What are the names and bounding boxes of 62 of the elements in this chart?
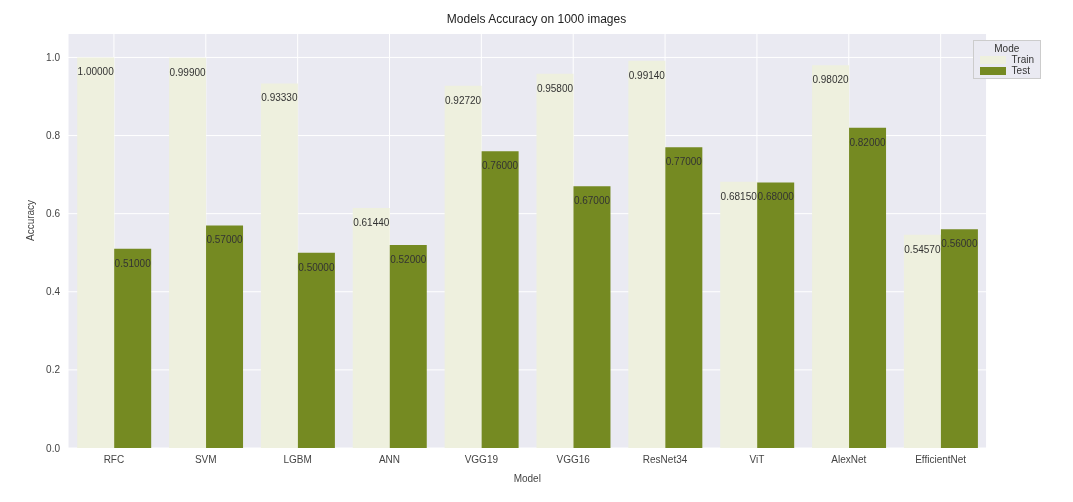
y-tick-label: 0.4 bbox=[46, 286, 61, 298]
x-tick-label: EfficientNet bbox=[915, 454, 967, 466]
data-label: 0.67000 bbox=[573, 195, 611, 207]
data-label: 0.99140 bbox=[628, 69, 666, 81]
bar bbox=[260, 83, 298, 448]
bar bbox=[757, 182, 795, 448]
data-label: 0.99900 bbox=[169, 66, 207, 78]
data-label: 0.82000 bbox=[849, 136, 887, 148]
y-tick-label: 0.6 bbox=[46, 208, 61, 220]
data-label: 0.57000 bbox=[206, 234, 244, 246]
bar bbox=[812, 65, 850, 448]
bar bbox=[114, 248, 152, 448]
legend-title: Mode bbox=[993, 43, 1021, 54]
bar bbox=[481, 151, 519, 448]
x-tick-label: ViT bbox=[749, 454, 765, 466]
bar bbox=[940, 229, 978, 448]
bar bbox=[536, 73, 574, 448]
x-tick-label: RFC bbox=[103, 454, 125, 466]
bar bbox=[444, 85, 482, 448]
y-tick-label: 0.8 bbox=[46, 130, 61, 142]
bar bbox=[352, 208, 390, 448]
bar bbox=[389, 244, 427, 448]
x-tick-label: LGBM bbox=[283, 454, 312, 466]
data-label: 0.98020 bbox=[812, 74, 850, 86]
y-axis-title: Accuracy bbox=[24, 199, 36, 241]
data-label: 0.54570 bbox=[904, 243, 941, 255]
bar bbox=[849, 127, 887, 448]
y-tick-label: 1.0 bbox=[46, 51, 61, 63]
data-label: 0.93330 bbox=[261, 92, 298, 104]
x-tick-label: ResNet34 bbox=[642, 454, 688, 466]
data-label: 0.61440 bbox=[353, 217, 390, 229]
data-label: 0.95800 bbox=[536, 82, 574, 94]
x-axis-title: Model bbox=[513, 473, 541, 484]
x-tick-label: VGG16 bbox=[556, 454, 591, 466]
data-label: 0.68000 bbox=[757, 191, 795, 203]
chart-title: Models Accuracy on 1000 images bbox=[445, 11, 628, 28]
x-tick-label: AlexNet bbox=[831, 454, 867, 466]
data-label: 0.56000 bbox=[941, 238, 978, 250]
bar bbox=[903, 234, 941, 448]
bar bbox=[573, 186, 611, 448]
legend-label: Test bbox=[1011, 65, 1030, 76]
x-tick-label: SVM bbox=[194, 454, 217, 466]
x-tick-label: VGG19 bbox=[464, 454, 499, 466]
data-label: 0.51000 bbox=[114, 257, 152, 269]
bar bbox=[169, 57, 207, 448]
data-label: 0.76000 bbox=[482, 160, 519, 172]
data-label: 0.92720 bbox=[445, 94, 482, 106]
legend-label: Train bbox=[1011, 54, 1034, 65]
data-label: 0.50000 bbox=[298, 261, 335, 273]
bar bbox=[665, 147, 703, 448]
data-label: 0.52000 bbox=[390, 253, 427, 265]
bar bbox=[297, 252, 335, 448]
bar bbox=[720, 181, 758, 448]
bar bbox=[206, 225, 244, 448]
y-tick-label: 0.2 bbox=[46, 364, 61, 376]
bar bbox=[77, 57, 115, 448]
data-label: 1.00000 bbox=[77, 66, 115, 78]
data-label: 0.77000 bbox=[665, 156, 703, 168]
bar bbox=[628, 60, 666, 448]
y-tick-label: 0.0 bbox=[46, 442, 61, 454]
data-label: 0.68150 bbox=[720, 190, 758, 202]
x-tick-label: ANN bbox=[378, 454, 401, 466]
